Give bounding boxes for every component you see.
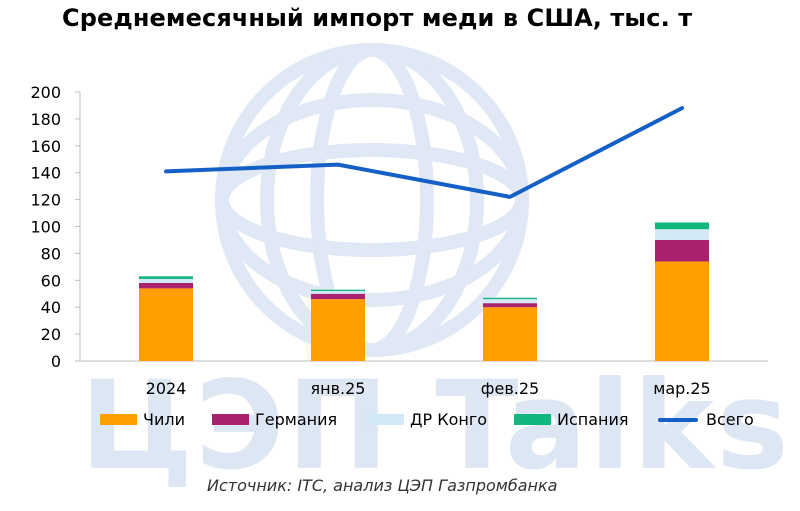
- y-tick-label: 80: [41, 244, 61, 263]
- legend-label-total: Всего: [706, 410, 754, 429]
- y-axis: 0 20 40 60 80 100 120 140 160 180 200: [30, 83, 81, 371]
- legend-item-total: Всего: [658, 410, 754, 429]
- total-line-group: [164, 106, 684, 199]
- bar-segment: [311, 291, 365, 294]
- legend-swatch-spain: [514, 414, 551, 425]
- bar-segment: [139, 276, 193, 279]
- bar-segment: [311, 299, 365, 361]
- bar-segment: [139, 288, 193, 361]
- legend-label-germany: Германия: [255, 410, 338, 429]
- bar-segment: [655, 239, 709, 262]
- bar-segment: [655, 222, 709, 230]
- y-tick-label: 20: [41, 325, 61, 344]
- x-tick-label: фев.25: [481, 379, 539, 398]
- legend-item-spain: Испания: [514, 410, 629, 429]
- y-tick-label: 180: [30, 110, 61, 129]
- y-tick-label: 0: [51, 352, 61, 371]
- x-tick-label: мар.25: [653, 379, 710, 398]
- total-line: [164, 106, 684, 199]
- bar-segment: [311, 289, 365, 292]
- bar-segment: [483, 299, 537, 304]
- bar-segment: [655, 229, 709, 240]
- bar-segment: [655, 261, 709, 361]
- legend-label-chile: Чили: [143, 410, 185, 429]
- bar-segment: [483, 307, 537, 361]
- y-tick-label: 120: [30, 191, 61, 210]
- y-tick-label: 160: [30, 137, 61, 156]
- x-tick-label: 2024: [146, 379, 187, 398]
- bar-segment: [311, 293, 365, 300]
- x-axis: 2024 янв.25 фев.25 мар.25: [80, 360, 768, 398]
- bar-segment: [139, 278, 193, 283]
- y-tick-label: 40: [41, 298, 61, 317]
- y-tick-label: 200: [30, 83, 61, 102]
- bar-segment: [483, 297, 537, 300]
- legend-item-germany: Германия: [212, 410, 337, 429]
- legend-label-spain: Испания: [557, 410, 629, 429]
- bars: [139, 222, 709, 361]
- bar-segment: [483, 303, 537, 308]
- legend-item-drc: ДР Конго: [367, 410, 487, 429]
- legend-swatch-germany: [212, 414, 249, 425]
- source-note: Источник: ITC, анализ ЦЭП Газпромбанка: [207, 476, 558, 495]
- legend-item-chile: Чили: [100, 410, 185, 429]
- chart-title: Среднемесячный импорт меди в США, тыс. т: [62, 4, 693, 32]
- x-tick-label: янв.25: [311, 379, 366, 398]
- legend-label-drc: ДР Конго: [410, 410, 488, 429]
- legend-swatch-chile: [100, 414, 137, 425]
- y-tick-label: 140: [30, 164, 61, 183]
- y-tick-label: 60: [41, 271, 61, 290]
- legend-swatch-total: [658, 417, 698, 422]
- y-tick-label: 100: [30, 218, 61, 237]
- bar-segment: [139, 282, 193, 289]
- legend-swatch-drc: [367, 414, 404, 425]
